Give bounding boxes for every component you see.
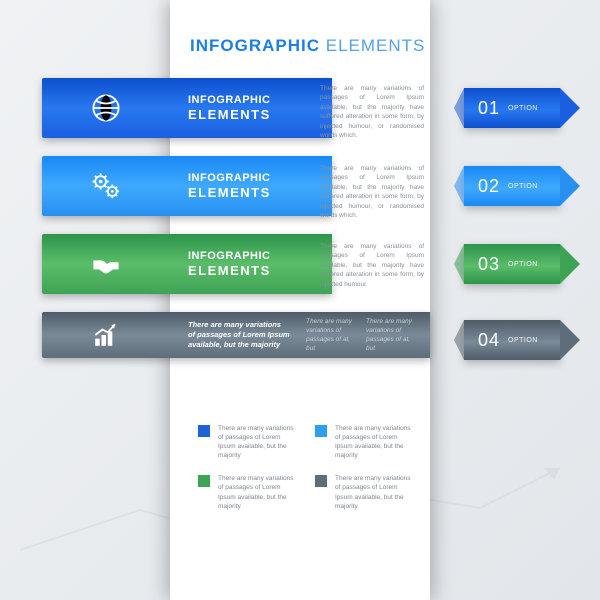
- ribbon-1-label: INFOGRAPHICELEMENTS: [170, 94, 332, 123]
- ribbon-4: There are many variations of passages of…: [42, 312, 430, 358]
- legend-item-4: There are many variations of passages of…: [315, 474, 414, 510]
- ribbon-4-columns: There are many variations of passages of…: [290, 317, 430, 353]
- legend-item-3: There are many variations of passages of…: [198, 474, 297, 510]
- option-arrow-2: 02 OPTION: [464, 166, 560, 206]
- option-4-label: OPTION: [508, 337, 538, 344]
- chart-icon: [42, 312, 170, 358]
- option-3-number: 03: [478, 254, 500, 275]
- legend-swatch-1: [198, 425, 210, 437]
- legend-item-1: There are many variations of passages of…: [198, 424, 297, 460]
- option-arrow-3: 03 OPTION: [464, 244, 560, 284]
- globe-icon: [42, 78, 170, 138]
- title-word-2: ELEMENTS: [326, 36, 426, 55]
- ribbon-2-label: INFOGRAPHICELEMENTS: [170, 172, 332, 201]
- ribbon-1-description: There are many variations of passages of…: [320, 84, 424, 141]
- legend-text-4: There are many variations of passages of…: [335, 474, 414, 510]
- ribbon-3: INFOGRAPHICELEMENTS: [42, 234, 332, 294]
- main-title: INFOGRAPHIC ELEMENTS: [190, 36, 425, 56]
- ribbon-3-description: There are many variations of passages of…: [320, 242, 424, 289]
- title-word-1: INFOGRAPHIC: [190, 36, 320, 55]
- ribbon-4-text: There are many variations of passages of…: [170, 320, 290, 349]
- handshake-icon: [42, 234, 170, 294]
- legend-text-1: There are many variations of passages of…: [218, 424, 297, 460]
- option-4-number: 04: [478, 330, 500, 351]
- legend-swatch-2: [315, 425, 327, 437]
- legend: There are many variations of passages of…: [198, 424, 414, 511]
- ribbon-2: INFOGRAPHICELEMENTS: [42, 156, 332, 216]
- ribbon-3-label: INFOGRAPHICELEMENTS: [170, 250, 332, 279]
- legend-text-2: There are many variations of passages of…: [335, 424, 414, 460]
- legend-swatch-4: [315, 475, 327, 487]
- gears-icon: [42, 156, 170, 216]
- option-2-number: 02: [478, 176, 500, 197]
- option-arrow-4: 04 OPTION: [464, 320, 560, 360]
- ribbon-2-description: There are many variations of passages of…: [320, 164, 424, 221]
- legend-swatch-3: [198, 475, 210, 487]
- option-1-label: OPTION: [508, 105, 538, 112]
- option-2-label: OPTION: [508, 183, 538, 190]
- ribbon-1: INFOGRAPHICELEMENTS: [42, 78, 332, 138]
- legend-item-2: There are many variations of passages of…: [315, 424, 414, 460]
- option-arrow-1: 01 OPTION: [464, 88, 560, 128]
- option-3-label: OPTION: [508, 261, 538, 268]
- option-1-number: 01: [478, 98, 500, 119]
- legend-text-3: There are many variations of passages of…: [218, 474, 297, 510]
